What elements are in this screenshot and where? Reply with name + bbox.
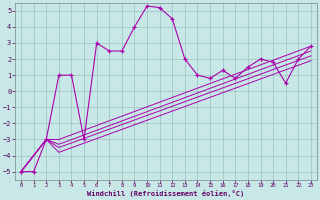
X-axis label: Windchill (Refroidissement éolien,°C): Windchill (Refroidissement éolien,°C)	[87, 190, 244, 197]
